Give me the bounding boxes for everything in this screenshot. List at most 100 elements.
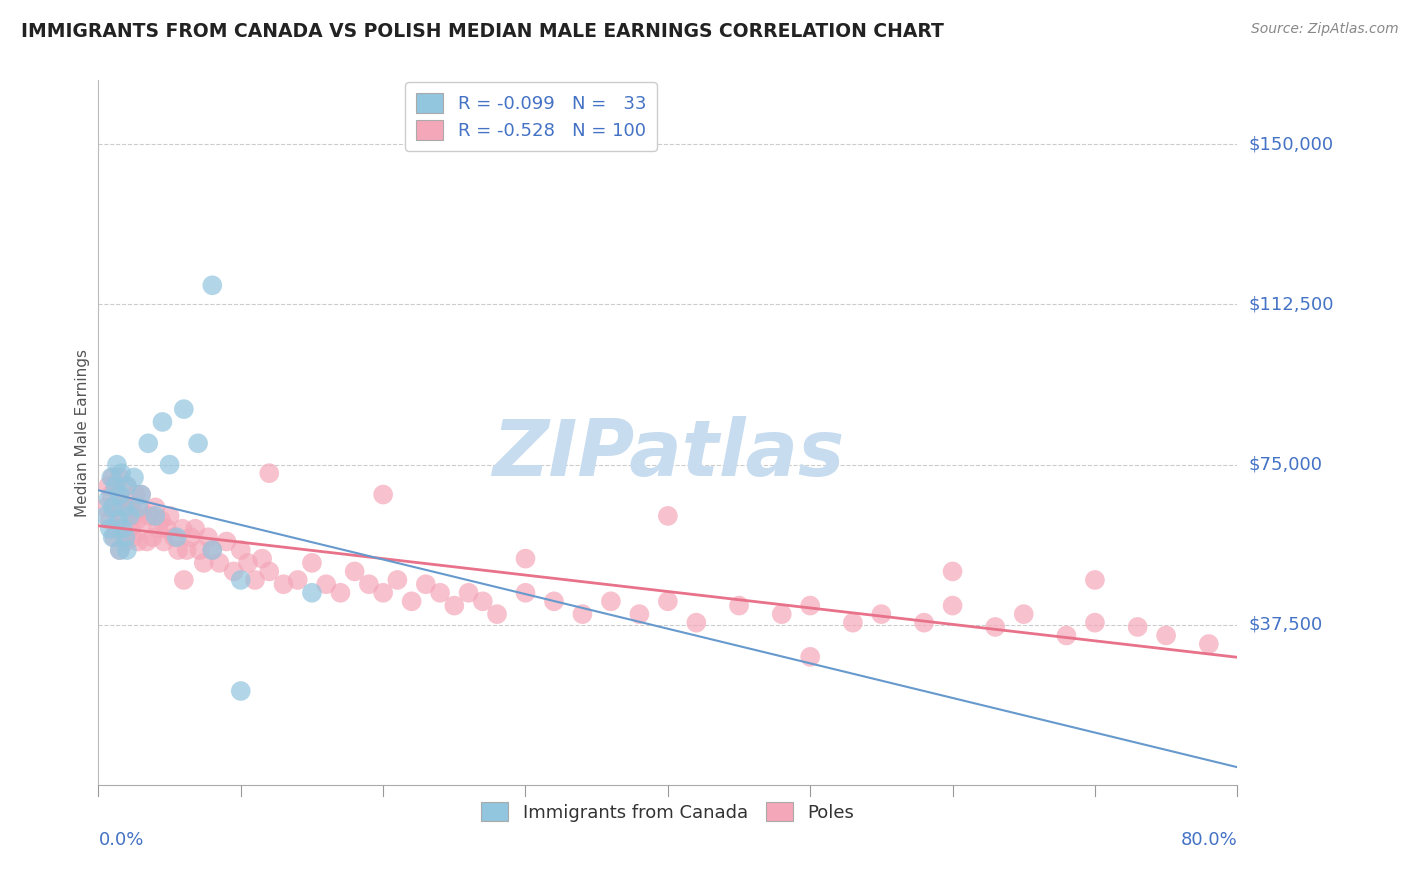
Point xyxy=(118,522,141,536)
Point xyxy=(842,615,865,630)
Point xyxy=(153,534,176,549)
Point xyxy=(457,586,479,600)
Point xyxy=(172,522,194,536)
Point xyxy=(180,530,202,544)
Point xyxy=(111,522,134,536)
Point xyxy=(173,402,195,417)
Point xyxy=(1126,620,1149,634)
Point xyxy=(101,500,124,515)
Text: 80.0%: 80.0% xyxy=(1181,830,1237,849)
Point xyxy=(152,415,174,429)
Point xyxy=(870,607,893,621)
Point xyxy=(118,508,141,523)
Point xyxy=(685,615,707,630)
Point xyxy=(101,470,124,484)
Text: $75,000: $75,000 xyxy=(1249,456,1323,474)
Point xyxy=(108,470,131,484)
Point xyxy=(184,522,207,536)
Point xyxy=(97,479,120,493)
Point xyxy=(259,466,281,480)
Point xyxy=(121,530,143,544)
Point xyxy=(197,530,219,544)
Point xyxy=(120,500,142,515)
Point xyxy=(208,556,231,570)
Point xyxy=(145,500,167,515)
Point xyxy=(799,649,821,664)
Point xyxy=(100,487,122,501)
Point xyxy=(373,487,395,501)
Point xyxy=(94,508,117,523)
Point xyxy=(115,543,138,558)
Point xyxy=(193,556,215,570)
Point xyxy=(770,607,793,621)
Point xyxy=(301,586,323,600)
Point xyxy=(273,577,295,591)
Point xyxy=(657,508,679,523)
Point xyxy=(571,607,593,621)
Point xyxy=(112,508,135,523)
Point xyxy=(138,508,160,523)
Point xyxy=(145,508,167,523)
Point xyxy=(942,599,965,613)
Point xyxy=(357,577,380,591)
Point xyxy=(117,500,139,515)
Text: $37,500: $37,500 xyxy=(1249,615,1323,634)
Point xyxy=(135,534,157,549)
Text: IMMIGRANTS FROM CANADA VS POLISH MEDIAN MALE EARNINGS CORRELATION CHART: IMMIGRANTS FROM CANADA VS POLISH MEDIAN … xyxy=(21,22,943,41)
Point xyxy=(415,577,437,591)
Y-axis label: Median Male Earnings: Median Male Earnings xyxy=(75,349,90,516)
Point xyxy=(115,479,138,493)
Point xyxy=(122,470,145,484)
Point xyxy=(110,466,132,480)
Point xyxy=(486,607,509,621)
Point xyxy=(120,500,142,515)
Point xyxy=(315,577,337,591)
Point xyxy=(1056,628,1078,642)
Point xyxy=(114,534,136,549)
Point xyxy=(115,479,138,493)
Point xyxy=(108,487,131,501)
Point xyxy=(222,565,245,579)
Point xyxy=(201,543,224,558)
Point xyxy=(387,573,409,587)
Point xyxy=(215,534,238,549)
Point xyxy=(287,573,309,587)
Point xyxy=(111,522,134,536)
Point xyxy=(1084,573,1107,587)
Point xyxy=(401,594,423,608)
Point xyxy=(156,522,179,536)
Point xyxy=(128,500,150,515)
Point xyxy=(173,573,195,587)
Point xyxy=(187,436,209,450)
Point xyxy=(259,565,281,579)
Point xyxy=(1012,607,1035,621)
Point xyxy=(166,530,188,544)
Point xyxy=(132,513,155,527)
Point xyxy=(600,594,623,608)
Point xyxy=(105,522,128,536)
Point xyxy=(229,543,252,558)
Point xyxy=(141,530,163,544)
Point xyxy=(543,594,565,608)
Text: ZIPatlas: ZIPatlas xyxy=(492,416,844,491)
Point xyxy=(243,573,266,587)
Point xyxy=(799,599,821,613)
Point xyxy=(125,513,148,527)
Point xyxy=(129,487,152,501)
Point xyxy=(250,551,273,566)
Point xyxy=(100,470,122,484)
Point xyxy=(124,487,146,501)
Point xyxy=(657,594,679,608)
Point xyxy=(1154,628,1177,642)
Point xyxy=(110,500,132,515)
Point xyxy=(136,436,159,450)
Point xyxy=(515,586,537,600)
Point xyxy=(159,508,181,523)
Point xyxy=(515,551,537,566)
Point xyxy=(98,513,121,527)
Point xyxy=(163,530,186,544)
Point xyxy=(94,500,117,515)
Point xyxy=(373,586,395,600)
Point xyxy=(429,586,451,600)
Point xyxy=(471,594,494,608)
